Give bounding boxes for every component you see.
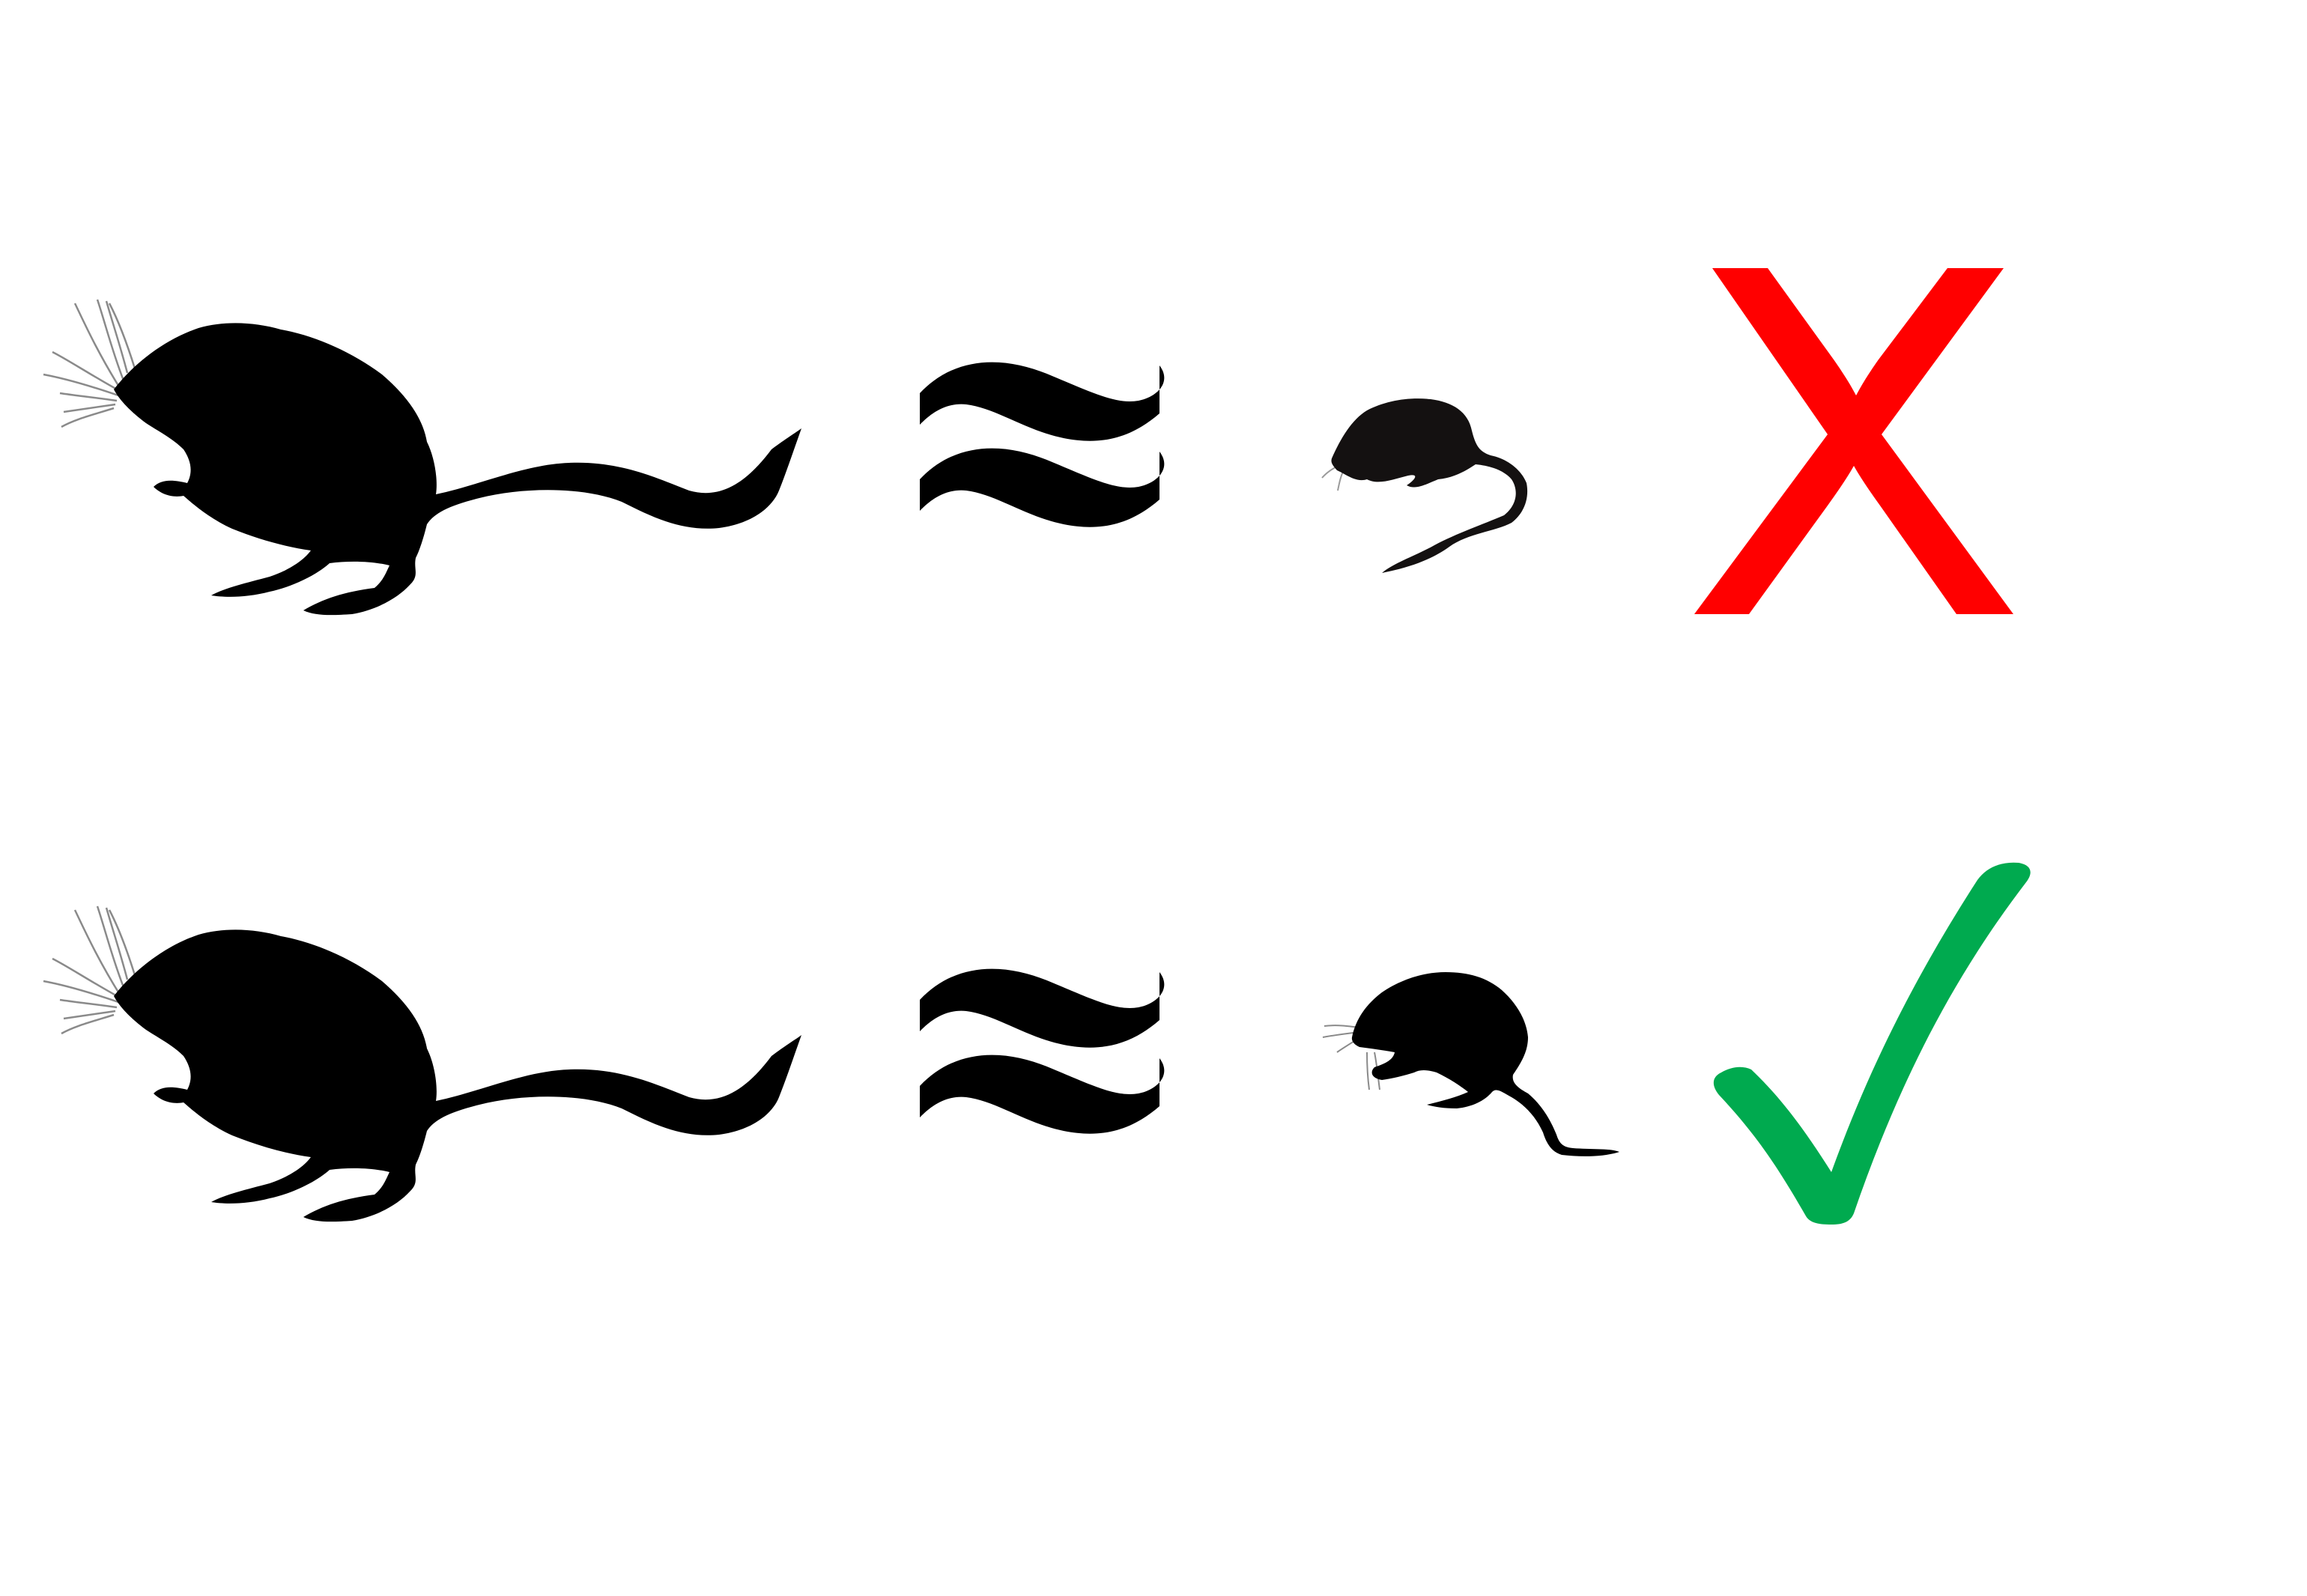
row-1 [43,268,2013,616]
whiskers [43,905,136,1035]
large-rodent-silhouette [43,905,801,1222]
small-rodent-body [1331,398,1528,573]
large-rodent-body [114,929,801,1222]
small-hopping-rodent-silhouette [1322,972,1619,1156]
cross-mark [1694,268,2013,614]
small-rodent-silhouette [1321,398,1528,573]
whiskers [43,299,136,428]
small-hopping-rodent-body [1351,972,1619,1156]
large-rodent-silhouette [43,299,801,616]
check-mark [1713,862,2031,1225]
approx-sign [920,968,1165,1134]
large-rodent-body [114,323,801,616]
row-2 [43,862,2031,1225]
approx-sign [920,362,1165,527]
